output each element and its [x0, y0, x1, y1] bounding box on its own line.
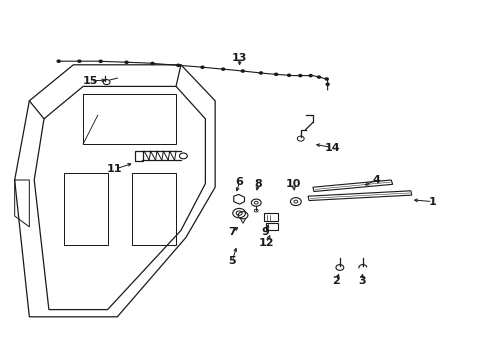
Circle shape	[201, 66, 203, 68]
Text: 13: 13	[231, 53, 247, 63]
Circle shape	[287, 74, 290, 76]
Text: 1: 1	[428, 197, 436, 207]
Text: 11: 11	[107, 164, 122, 174]
Text: 7: 7	[228, 227, 236, 237]
Text: 14: 14	[324, 143, 340, 153]
Text: 8: 8	[254, 179, 262, 189]
Circle shape	[57, 60, 60, 62]
Circle shape	[177, 64, 180, 66]
Circle shape	[151, 62, 154, 64]
Circle shape	[317, 76, 320, 78]
Text: 3: 3	[357, 276, 365, 286]
Circle shape	[78, 60, 81, 62]
Circle shape	[241, 70, 244, 72]
Text: 15: 15	[82, 76, 98, 86]
Circle shape	[221, 68, 224, 70]
Text: 6: 6	[235, 177, 243, 187]
Text: 5: 5	[228, 256, 236, 266]
Text: 9: 9	[261, 227, 269, 237]
Text: 10: 10	[285, 179, 301, 189]
Circle shape	[308, 75, 311, 77]
Text: 4: 4	[372, 175, 380, 185]
Circle shape	[125, 61, 128, 63]
Text: 2: 2	[332, 276, 340, 286]
Circle shape	[325, 83, 328, 85]
Circle shape	[99, 60, 102, 62]
Circle shape	[298, 75, 301, 77]
Circle shape	[259, 72, 262, 74]
Circle shape	[274, 73, 277, 75]
Circle shape	[325, 78, 327, 80]
Text: 12: 12	[258, 238, 274, 248]
